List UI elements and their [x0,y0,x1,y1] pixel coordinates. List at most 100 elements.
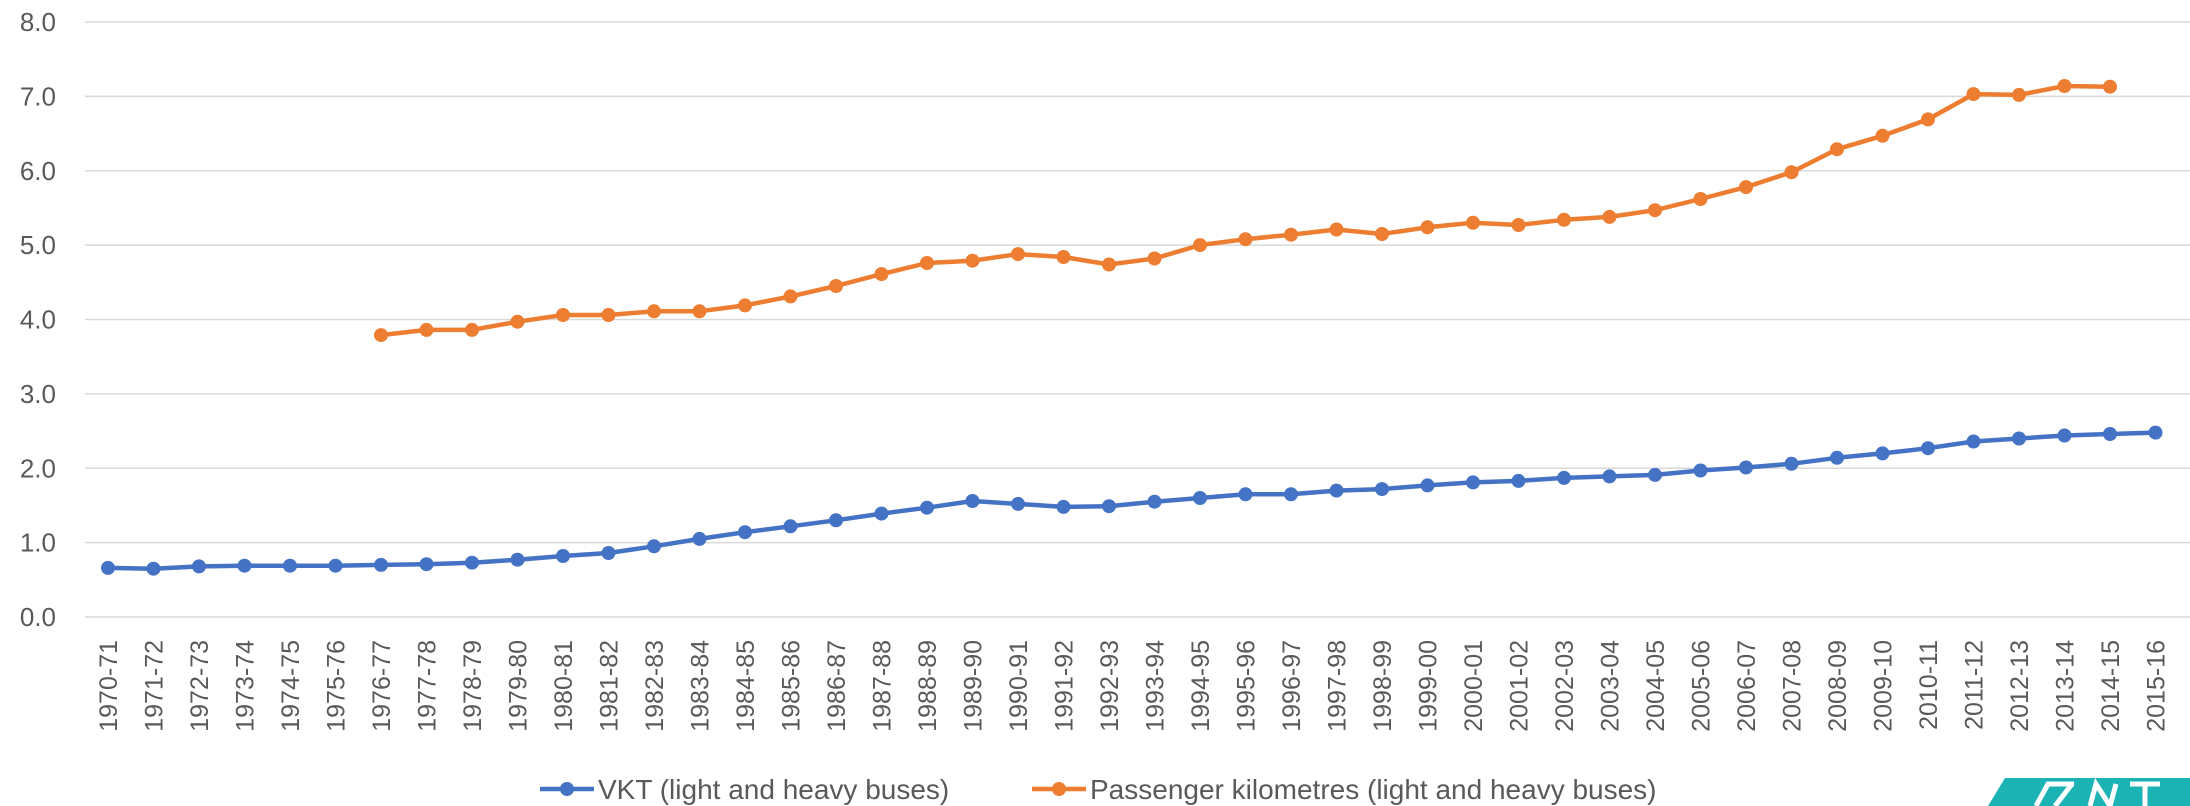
x-tick-label: 1978-79 [459,640,487,732]
data-point[interactable] [1238,487,1253,502]
data-point[interactable] [738,525,752,540]
data-point[interactable] [1238,232,1253,247]
data-point[interactable] [1966,434,1981,449]
data-point[interactable] [556,308,570,322]
data-point[interactable] [692,531,707,546]
data-point[interactable] [1329,222,1344,237]
data-point[interactable] [419,322,434,337]
data-point[interactable] [1466,475,1480,490]
data-point[interactable] [1375,482,1389,497]
data-point[interactable] [920,256,934,270]
data-point[interactable] [965,494,980,508]
data-point[interactable] [1602,469,1617,484]
data-point[interactable] [374,557,388,572]
data-point[interactable] [192,559,206,574]
data-point[interactable] [874,506,889,521]
x-tick-label: 1997-98 [1324,640,1352,732]
data-point[interactable] [2057,79,2072,93]
data-point[interactable] [1921,112,1935,127]
data-point[interactable] [1466,215,1480,230]
data-point[interactable] [2148,425,2163,440]
x-tick-label: 2003-04 [1597,640,1625,732]
data-point[interactable] [146,561,161,576]
y-tick-label: 0.0 [20,602,56,632]
data-point[interactable] [1784,165,1799,180]
data-point[interactable] [419,557,434,572]
data-point[interactable] [2103,79,2117,94]
data-point[interactable] [237,558,252,573]
data-point[interactable] [1739,180,1753,195]
data-point[interactable] [1056,499,1071,514]
data-point[interactable] [647,304,661,319]
data-point[interactable] [2103,427,2117,441]
data-point[interactable] [1147,494,1162,509]
x-tick-label: 1992-93 [1096,640,1124,732]
legend-item-vkt[interactable]: VKT (light and heavy buses) [540,774,949,805]
data-point[interactable] [1693,192,1708,206]
data-point[interactable] [1420,478,1435,493]
data-point[interactable] [601,308,616,322]
data-point[interactable] [1830,450,1844,465]
data-point[interactable] [1511,473,1526,488]
data-point[interactable] [1693,463,1708,478]
data-point[interactable] [1056,250,1071,264]
data-point[interactable] [965,253,980,268]
data-point[interactable] [465,322,479,337]
data-point[interactable] [738,298,752,313]
data-point[interactable] [1557,212,1571,227]
legend-item-passenger-km[interactable]: Passenger kilometres (light and heavy bu… [1032,774,1657,805]
data-point[interactable] [1602,209,1617,224]
data-point[interactable] [601,546,616,560]
y-axis-ticks: 0.0 1.0 2.0 3.0 4.0 5.0 6.0 7.0 8.0 [20,7,56,632]
data-point[interactable] [1102,499,1116,514]
data-point[interactable] [1193,491,1207,505]
data-point[interactable] [1648,467,1662,482]
data-point[interactable] [1329,483,1344,498]
data-point[interactable] [2057,428,2072,443]
data-point[interactable] [783,289,798,304]
data-point[interactable] [783,519,798,534]
data-point[interactable] [1193,238,1207,253]
data-point[interactable] [1147,251,1162,266]
series-0 [101,425,2163,576]
data-point[interactable] [647,539,661,554]
data-point[interactable] [1875,446,1890,461]
data-point[interactable] [1875,128,1890,143]
data-point[interactable] [1830,142,1844,157]
data-point[interactable] [2012,431,2026,446]
data-point[interactable] [510,314,525,329]
data-point[interactable] [1284,487,1298,502]
data-point[interactable] [692,304,707,319]
data-point[interactable] [829,513,843,528]
data-point[interactable] [920,500,934,515]
data-point[interactable] [1557,470,1571,485]
data-point[interactable] [556,549,570,563]
y-tick-label: 7.0 [20,81,56,111]
data-point[interactable] [283,558,297,573]
y-tick-label: 5.0 [20,230,56,260]
x-tick-label: 1971-72 [141,640,169,732]
data-point[interactable] [101,560,115,575]
data-point[interactable] [1420,220,1435,235]
data-point[interactable] [1011,247,1025,262]
data-point[interactable] [1511,218,1526,232]
x-tick-label: 1987-88 [869,640,897,732]
data-point[interactable] [874,267,889,282]
data-point[interactable] [2012,87,2026,102]
data-point[interactable] [1102,257,1116,272]
data-point[interactable] [1966,87,1981,102]
data-point[interactable] [1784,456,1799,471]
data-point[interactable] [1375,227,1389,241]
data-point[interactable] [510,552,525,567]
data-point[interactable] [1921,441,1935,456]
data-point[interactable] [465,555,479,570]
x-tick-label: 1972-73 [186,640,214,732]
data-point[interactable] [1284,227,1298,242]
legend-marker-passenger-km [1052,782,1066,796]
data-point[interactable] [829,279,843,293]
data-point[interactable] [1648,203,1662,218]
data-point[interactable] [374,328,388,343]
data-point[interactable] [1739,460,1753,475]
data-point[interactable] [1011,496,1025,511]
data-point[interactable] [328,558,343,573]
